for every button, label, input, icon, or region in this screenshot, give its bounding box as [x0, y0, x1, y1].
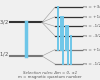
- Text: $I_g = 1/2$: $I_g = 1/2$: [0, 51, 9, 61]
- Text: $I_e = 3/2$: $I_e = 3/2$: [0, 18, 9, 27]
- Text: m = magnetic quantum number: m = magnetic quantum number: [18, 75, 82, 79]
- Text: m = -1/2: m = -1/2: [83, 24, 100, 28]
- Text: m = -1/2: m = -1/2: [83, 62, 100, 66]
- Text: m = +1/2: m = +1/2: [83, 15, 100, 19]
- Text: m = -3/2: m = -3/2: [83, 34, 100, 38]
- Text: m = +3/2: m = +3/2: [83, 5, 100, 9]
- Text: m = +1/2: m = +1/2: [83, 48, 100, 52]
- Text: Selection rules: Δm = 0, ±1: Selection rules: Δm = 0, ±1: [23, 71, 77, 75]
